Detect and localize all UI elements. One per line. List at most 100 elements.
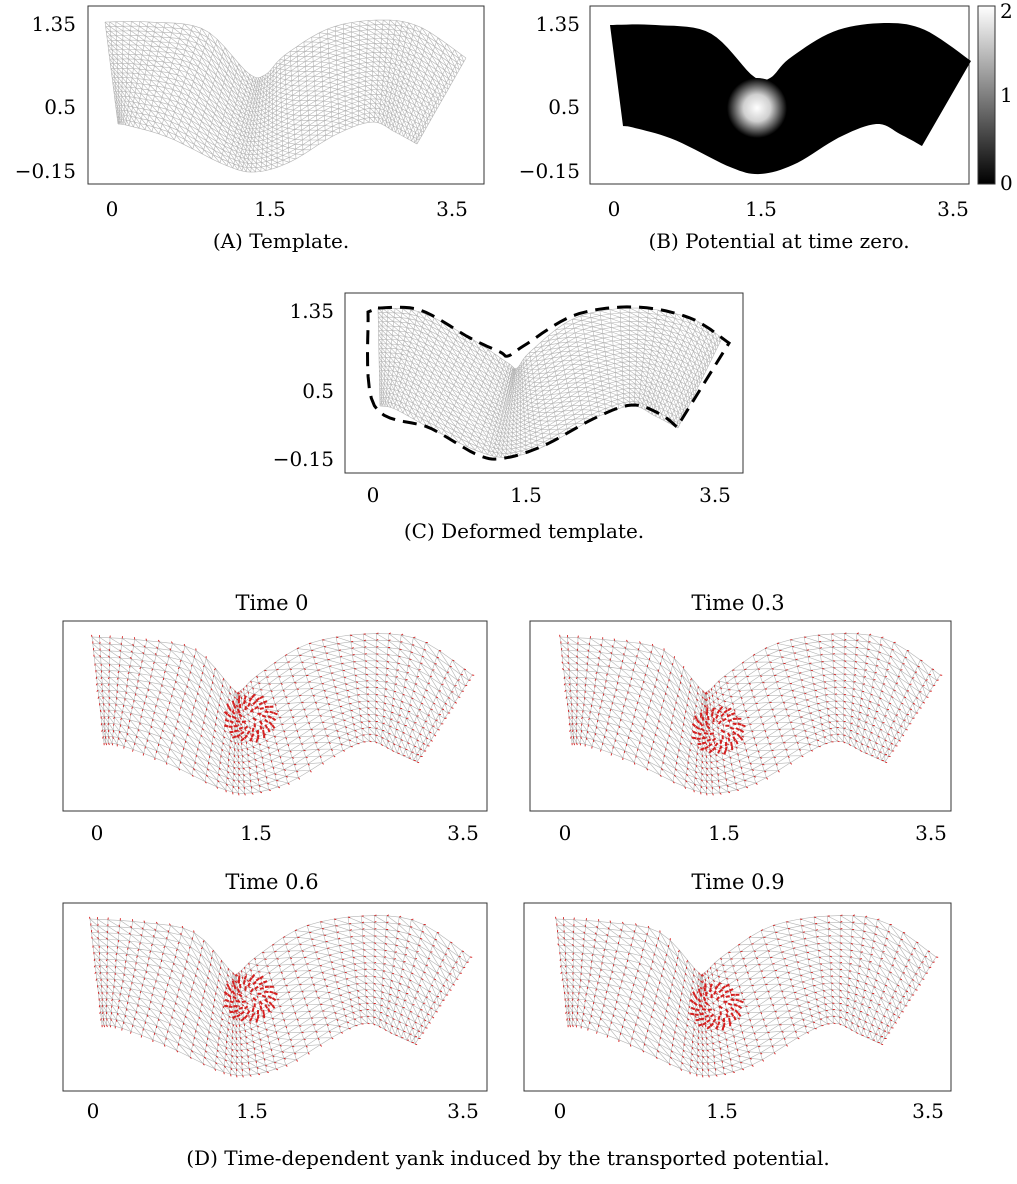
yank-arrow — [729, 1018, 730, 1022]
panel-b-xtick: 0 — [608, 197, 621, 221]
yank-arrow — [252, 1014, 254, 1018]
yank-arrow — [233, 701, 234, 705]
yank-arrow — [738, 1006, 741, 1008]
yank-arrow — [721, 714, 724, 717]
yank-arrow — [247, 1011, 249, 1014]
yank-arrow — [263, 981, 267, 982]
panel-b-caption: (B) Potential at time zero. — [648, 229, 909, 253]
panel-a-xtick: 0 — [106, 197, 119, 221]
panel-a-xtick: 3.5 — [436, 197, 468, 221]
yank-arrow — [252, 734, 254, 738]
subplot-xtick: 3.5 — [915, 821, 947, 845]
panel-c-caption: (C) Deformed template. — [404, 519, 644, 543]
yank-arrow — [700, 723, 703, 726]
panel-c-ytick: 1.35 — [289, 299, 334, 323]
panel-a-mesh — [105, 20, 466, 172]
subplot-xtick: 0 — [87, 1099, 100, 1123]
yank-arrow — [721, 740, 722, 744]
yank-arrow — [718, 1022, 720, 1026]
yank-arrow — [742, 725, 746, 726]
yank-arrow — [715, 986, 717, 989]
yank-arrow — [270, 992, 274, 993]
mesh-lines — [90, 916, 470, 1076]
yank-arrow — [230, 1012, 234, 1013]
yank-arrow — [272, 718, 275, 720]
yank-arrow — [250, 1018, 252, 1021]
yank-arrow — [234, 1011, 238, 1012]
yank-arrow — [731, 713, 735, 714]
panel-a: 1.35 0.5 −0.15 0 1.5 3.5 (A) Template. — [15, 6, 484, 253]
yank-arrow — [698, 1024, 702, 1026]
yank-arrow — [696, 1020, 700, 1021]
yank-arrow — [691, 1000, 694, 1003]
yank-arrow — [728, 1004, 732, 1005]
yank-arrow — [709, 750, 712, 753]
yank-arrow — [699, 989, 700, 993]
panel-b-colorbar-tick: 0 — [1000, 171, 1013, 195]
yank-arrow — [717, 710, 719, 713]
panel-c-xtick: 0 — [367, 483, 380, 507]
subplot-title: Time 0.6 — [225, 870, 318, 894]
yank-arrow — [700, 748, 704, 750]
yank-arrow — [245, 696, 246, 700]
yank-arrow — [731, 742, 732, 746]
yank-arrow — [715, 743, 717, 746]
yank-arrow — [726, 747, 727, 751]
panel-b-colorbar-tick: 1 — [1000, 83, 1013, 107]
yank-arrow — [262, 996, 266, 997]
yank-arrow — [709, 744, 712, 746]
yank-arrow — [701, 713, 702, 717]
subplot-title: Time 0 — [235, 591, 308, 615]
yank-arrow — [697, 719, 699, 722]
panel-b-domain — [610, 23, 971, 174]
yank-arrow — [704, 733, 708, 734]
yank-arrow — [239, 728, 243, 729]
subplot-mesh — [556, 916, 936, 1076]
yank-arrow — [693, 992, 695, 996]
yank-arrow — [260, 988, 264, 989]
yank-arrow — [731, 1000, 735, 1001]
yank-arrow — [239, 975, 240, 979]
yank-arrow — [705, 1016, 709, 1017]
yank-arrow — [731, 1008, 734, 1011]
yank-arrow — [229, 707, 231, 710]
panel-b-xtick: 1.5 — [745, 197, 777, 221]
yank-arrow — [244, 700, 245, 704]
yank-arrow — [239, 695, 240, 699]
subplot-title: Time 0.3 — [691, 591, 784, 615]
mesh-lines — [105, 20, 466, 172]
yank-arrow — [241, 1012, 244, 1014]
yank-arrow — [705, 1002, 708, 1005]
yank-arrow — [734, 1016, 736, 1020]
subplot-xtick: 1.5 — [236, 1099, 268, 1123]
yank-arrow — [272, 725, 274, 728]
yank-arrow — [726, 1014, 727, 1018]
panel-a-caption: (A) Template. — [213, 229, 349, 253]
yank-arrow — [694, 1003, 697, 1005]
panel-c-mesh — [378, 308, 722, 457]
panel-c-ytick: 0.5 — [302, 379, 334, 403]
yank-arrow — [241, 738, 244, 741]
subplot-xtick: 3.5 — [912, 1099, 944, 1123]
yank-arrow — [711, 1014, 714, 1017]
panel-c: 1.35 0.5 −0.15 0 1.5 3.5 (C) Deformed te… — [273, 293, 743, 543]
yank-arrow — [733, 724, 737, 725]
subplot-frame — [530, 621, 951, 811]
panel-b-ytick: −0.15 — [519, 159, 580, 183]
yank-arrow — [236, 721, 240, 722]
yank-arrow — [242, 721, 246, 722]
yank-arrow — [265, 712, 269, 713]
panel-b-ytick: 0.5 — [548, 95, 580, 119]
yank-arrow — [253, 998, 256, 1000]
yank-arrow — [224, 1006, 228, 1007]
yank-arrow — [708, 1009, 712, 1010]
yank-arrow — [707, 707, 708, 711]
yank-arrow — [260, 1006, 261, 1010]
yank-arrow — [728, 720, 732, 721]
yank-arrow — [713, 738, 716, 741]
yank-arrow — [256, 739, 257, 743]
panel-a-ytick: 1.35 — [31, 12, 76, 36]
yank-arrow — [265, 725, 267, 729]
yank-arrow — [722, 986, 725, 989]
